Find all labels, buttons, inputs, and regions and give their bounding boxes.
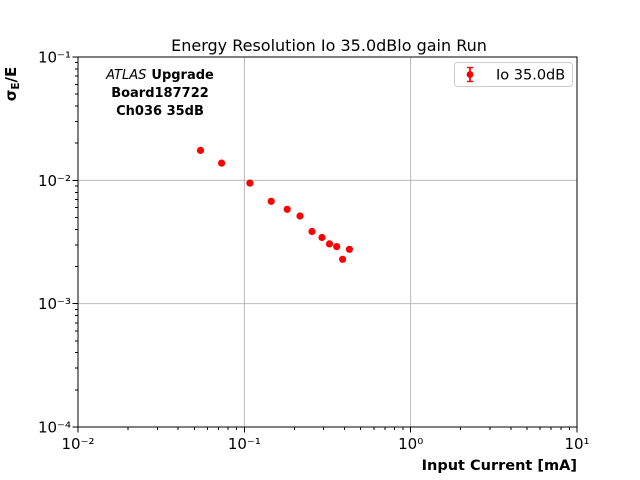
y-axis-label-rest: /E <box>2 67 20 83</box>
chart-title: Energy Resolution Io 35.0dBlo gain Run <box>171 36 487 55</box>
tick-label-layer: 10⁻² 10⁻¹ 10⁰ 10¹ 10⁻¹ 10⁻² 10⁻³ 10⁻⁴ <box>38 49 590 454</box>
annotation-line2: Board187722 <box>111 86 209 101</box>
data-point <box>325 240 334 248</box>
annotation-upgrade: Upgrade <box>151 68 214 83</box>
data-point <box>218 159 226 167</box>
data-point <box>339 255 347 263</box>
tick-layer <box>72 56 578 433</box>
legend-label: Io 35.0dB <box>496 68 565 84</box>
x-tick-label: 10⁻¹ <box>228 435 261 453</box>
data-point <box>267 197 275 205</box>
y-tick-label: 10⁻³ <box>38 295 71 313</box>
grid-layer <box>78 57 577 427</box>
data-point <box>246 179 254 187</box>
legend: Io 35.0dB <box>454 62 573 87</box>
annotation-atlas: ATLAS <box>105 68 146 83</box>
y-tick-label: 10⁻⁴ <box>38 419 71 437</box>
legend-frame <box>454 62 573 87</box>
y-axis-label-sigma: σ <box>2 90 20 102</box>
plot-frame <box>77 56 578 428</box>
data-point <box>345 245 353 253</box>
errorbar-marker-icon <box>466 66 474 83</box>
annotation-line1: ATLAS Upgrade <box>105 68 214 83</box>
annotation-block: ATLAS Upgrade Board187722 Ch036 35dB <box>105 68 214 119</box>
y-tick-label: 10⁻² <box>38 172 71 190</box>
y-axis-label-subscript: E <box>10 82 22 89</box>
data-points-layer <box>196 146 353 263</box>
x-tick-label: 10¹ <box>564 435 589 453</box>
x-axis-label: Input Current [mA] <box>422 458 577 474</box>
data-point <box>296 212 304 220</box>
y-tick-label: 10⁻¹ <box>38 49 71 67</box>
data-point <box>308 227 316 236</box>
annotation-line3: Ch036 35dB <box>116 104 204 119</box>
data-point <box>333 243 341 251</box>
data-point <box>283 205 291 213</box>
x-tick-label: 10⁻² <box>61 435 94 453</box>
x-tick-label: 10⁰ <box>398 435 423 453</box>
y-axis-label: σE/E <box>2 67 22 102</box>
data-point <box>196 146 205 154</box>
data-point <box>318 233 326 242</box>
